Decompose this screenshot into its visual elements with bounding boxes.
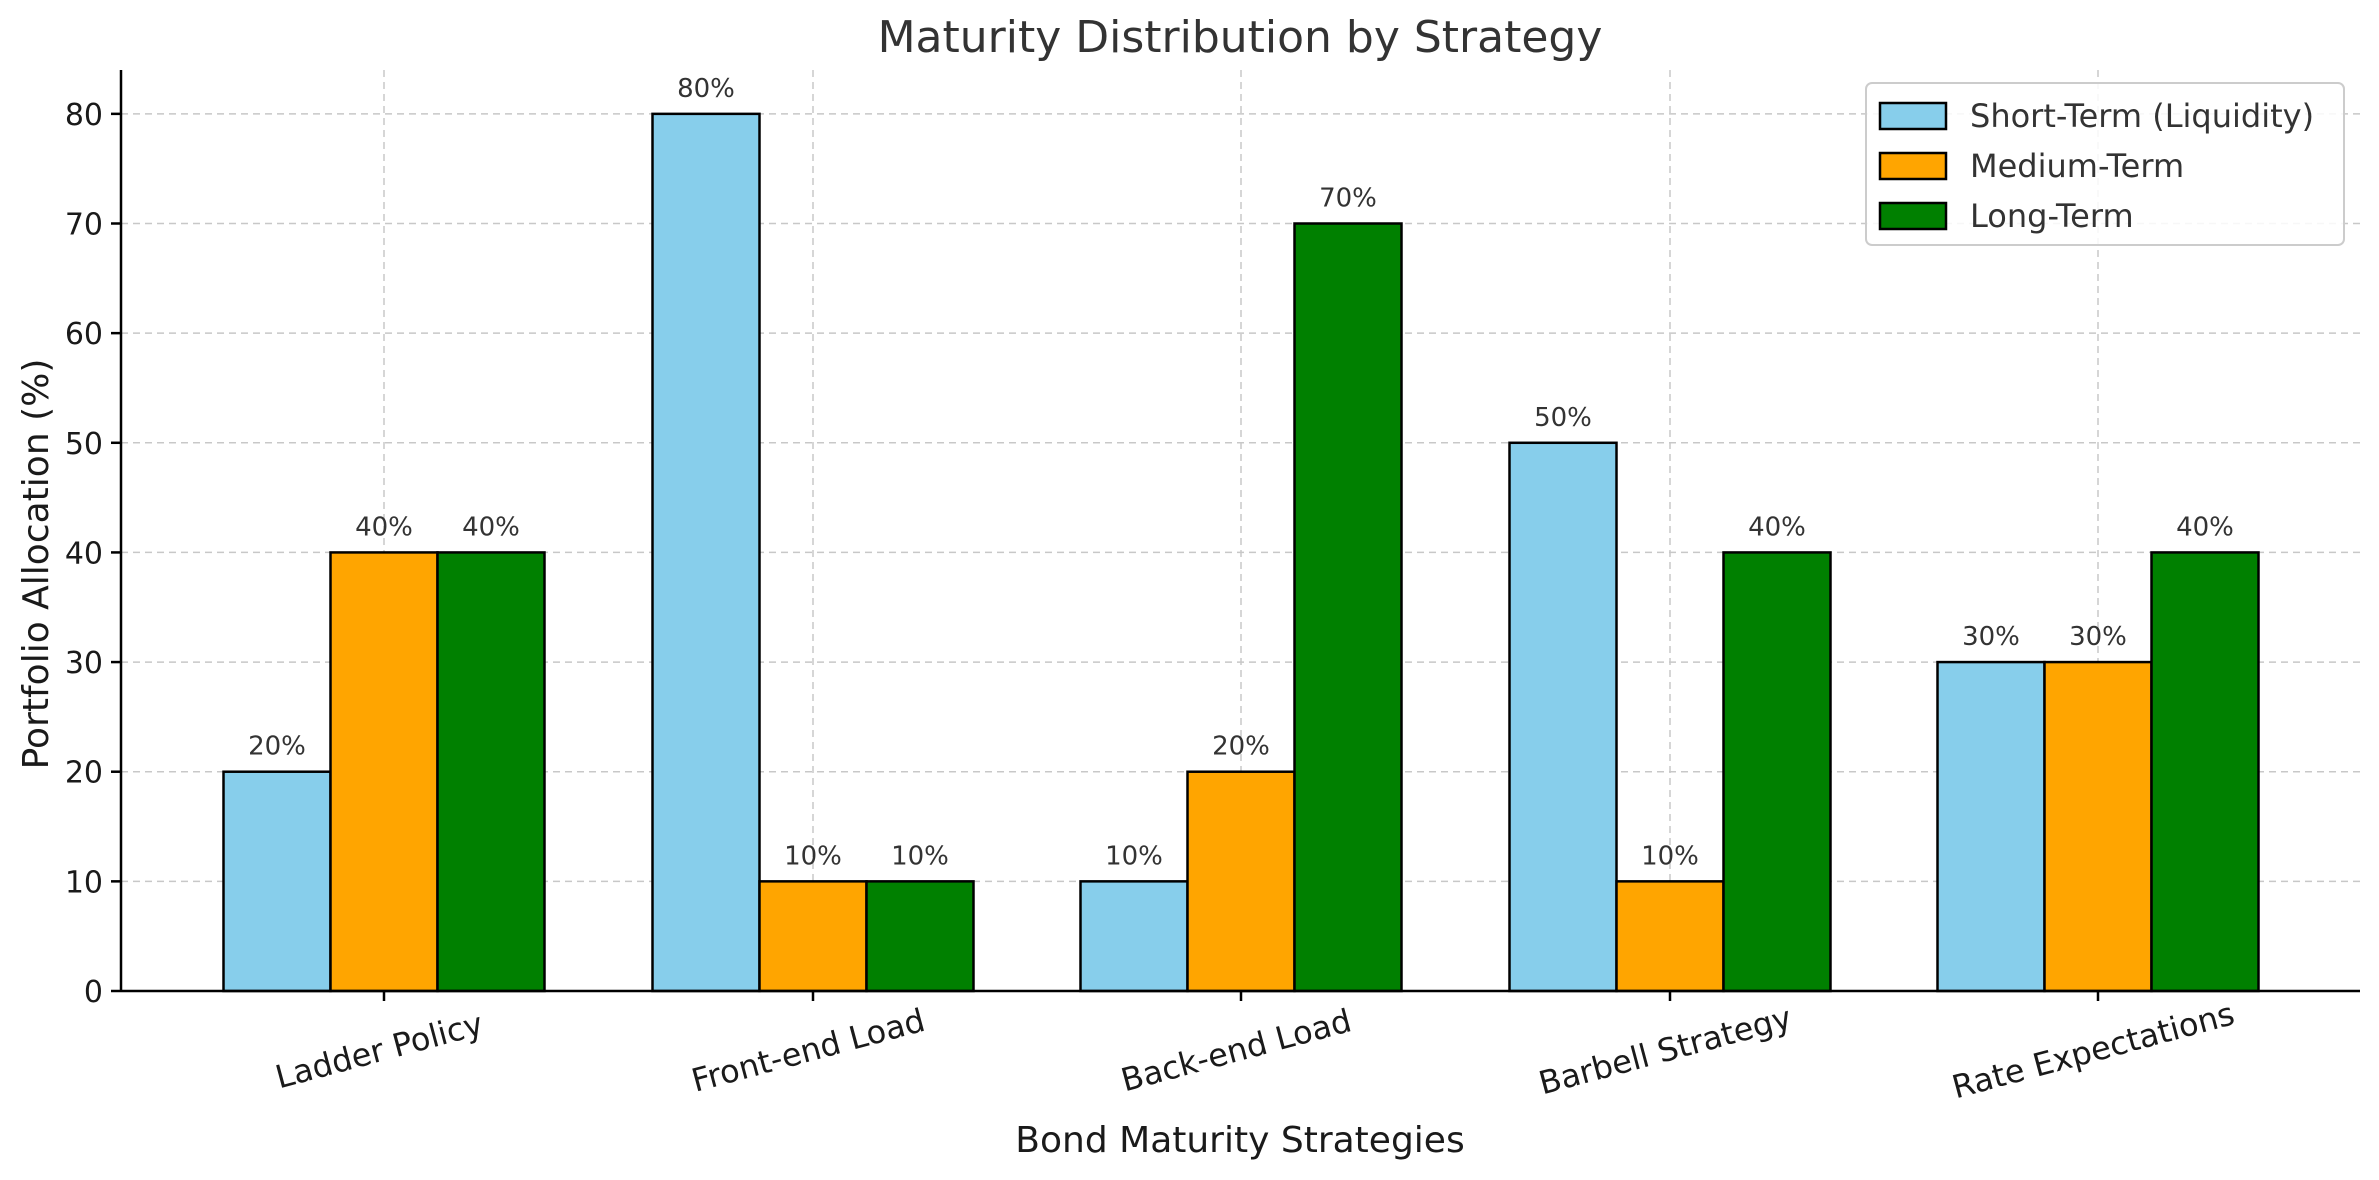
data-labels: 20% 80% 10% 50% 30% 40% 10% 20% 10% 30% 40% 10% 70% 4…	[248, 74, 2234, 871]
x-tick-label: Front-end Load	[687, 1001, 928, 1100]
bar-value-label: 10%	[784, 841, 842, 871]
legend-swatch	[1878, 151, 1948, 181]
bar-value-label: 40%	[462, 512, 520, 542]
bar	[1079, 880, 1189, 993]
bar-value-label: 20%	[1212, 732, 1270, 762]
bar	[758, 880, 868, 993]
bar	[1936, 660, 2046, 993]
bar	[329, 551, 439, 993]
y-tick-label: 60	[65, 317, 103, 352]
bar-value-label: 40%	[1748, 512, 1806, 542]
x-axis-label: Bond Maturity Strategies	[1015, 1120, 1464, 1161]
bar	[1722, 551, 1832, 993]
legend-entry: Medium-Term	[1970, 147, 2184, 185]
legend-swatch	[1878, 201, 1948, 231]
y-tick-label: 20	[65, 756, 103, 791]
y-tick-label: 40	[65, 536, 103, 571]
legend-swatch	[1878, 101, 1948, 131]
legend-frame	[1865, 82, 2345, 246]
y-tick-label: 50	[65, 427, 103, 462]
axes	[111, 70, 2360, 1001]
bar-value-label: 10%	[891, 841, 949, 871]
chart-title: Maturity Distribution by Strategy	[878, 12, 1603, 63]
y-axis-label: Portfolio Allocation (%)	[16, 359, 57, 770]
x-tick-label: Back-end Load	[1117, 1001, 1355, 1099]
bar-value-label: 80%	[677, 74, 735, 104]
bar	[865, 880, 975, 993]
bar	[651, 112, 761, 993]
bar-value-label: 10%	[1105, 841, 1163, 871]
bar-value-label: 40%	[2176, 512, 2234, 542]
y-tick-label: 80	[65, 98, 103, 133]
legend: Short-Term (Liquidity) Medium-Term Long-Te…	[1865, 82, 2345, 246]
legend-entry: Short-Term (Liquidity)	[1970, 97, 2314, 135]
y-tick-label: 30	[65, 646, 103, 681]
y-tick-labels: 0 10 20 30 40 50 60 70 80	[65, 98, 103, 1010]
y-tick-label: 70	[65, 208, 103, 243]
bar	[436, 551, 546, 993]
x-tick-label: Rate Expectations	[1948, 994, 2238, 1106]
y-tick-label: 0	[84, 975, 103, 1010]
bars	[222, 112, 2260, 993]
x-tick-label: Barbell Strategy	[1535, 998, 1796, 1102]
bar	[1293, 222, 1403, 993]
x-tick-label: Ladder Policy	[271, 1004, 487, 1096]
bar	[2150, 551, 2260, 993]
y-tick-label: 10	[65, 865, 103, 900]
bar-value-label: 30%	[1962, 622, 2020, 652]
bar-value-label: 20%	[248, 732, 306, 762]
x-tick-labels: Ladder Policy Front-end Load Back-end Load…	[271, 994, 2238, 1106]
bar	[2043, 660, 2153, 993]
bar	[1508, 441, 1618, 993]
bar-value-label: 10%	[1641, 841, 1699, 871]
bar	[222, 770, 332, 993]
legend-entry: Long-Term	[1970, 197, 2134, 235]
bar-value-label: 30%	[2069, 622, 2127, 652]
bar-value-label: 40%	[355, 512, 413, 542]
bar-value-label: 50%	[1534, 403, 1592, 433]
bar	[1186, 770, 1296, 993]
bar-value-label: 70%	[1319, 184, 1377, 214]
bar	[1615, 880, 1725, 993]
